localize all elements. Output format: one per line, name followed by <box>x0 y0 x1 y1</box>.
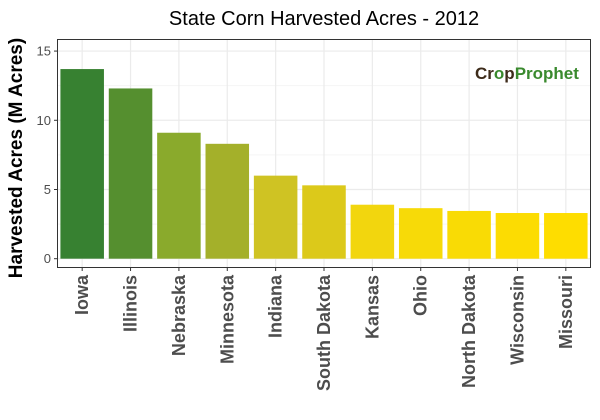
x-tick-label: Indiana <box>266 274 286 338</box>
y-tick-label: 10 <box>37 113 51 128</box>
bar-illinois <box>108 88 153 259</box>
bar-wisconsin <box>495 213 540 259</box>
chart-title: State Corn Harvested Acres - 2012 <box>169 8 479 30</box>
x-tick-label: Nebraska <box>169 274 189 356</box>
x-tick-label: Iowa <box>72 274 92 315</box>
plot-panel-border <box>57 39 591 268</box>
x-tick-label: South Dakota <box>314 274 334 391</box>
x-tick-label: Minnesota <box>217 274 237 364</box>
y-tick-label: 5 <box>44 182 51 197</box>
bars <box>60 69 588 259</box>
y-tick-label: 0 <box>44 251 51 266</box>
x-tick-label: North Dakota <box>459 274 479 388</box>
x-tick-label: Illinois <box>121 275 141 332</box>
bar-indiana <box>253 175 298 259</box>
logo-text-p: p <box>504 64 514 83</box>
x-tick-label: Missouri <box>556 275 576 349</box>
logo-text-prophet: Prophet <box>515 64 580 83</box>
cropprophet-logo: CropProphet <box>475 64 579 83</box>
svg-text:CropProphet: CropProphet <box>475 64 579 83</box>
bar-kansas <box>350 204 395 259</box>
x-tick-label: Kansas <box>362 275 382 339</box>
bar-ohio <box>398 208 443 259</box>
y-axis-label: Harvested Acres (M Acres) <box>6 38 27 278</box>
logo-o-glyph: o <box>494 64 504 83</box>
x-tick-label: Wisconsin <box>507 275 527 365</box>
x-axis-ticks: Iowa Illinois Nebraska Minnesota Indiana Sout… <box>72 267 576 391</box>
bar-south-dakota <box>302 185 346 259</box>
bar-minnesota <box>205 143 250 259</box>
bar-iowa <box>60 69 104 259</box>
bar-north-dakota <box>447 210 491 259</box>
x-tick-label: Ohio <box>411 275 431 316</box>
bar-nebraska <box>157 132 201 259</box>
y-axis-ticks: 0 5 10 15 <box>37 44 58 266</box>
y-tick-label: 15 <box>37 44 51 59</box>
bar-missouri <box>544 213 588 259</box>
logo-text-cr: Cr <box>475 64 494 83</box>
